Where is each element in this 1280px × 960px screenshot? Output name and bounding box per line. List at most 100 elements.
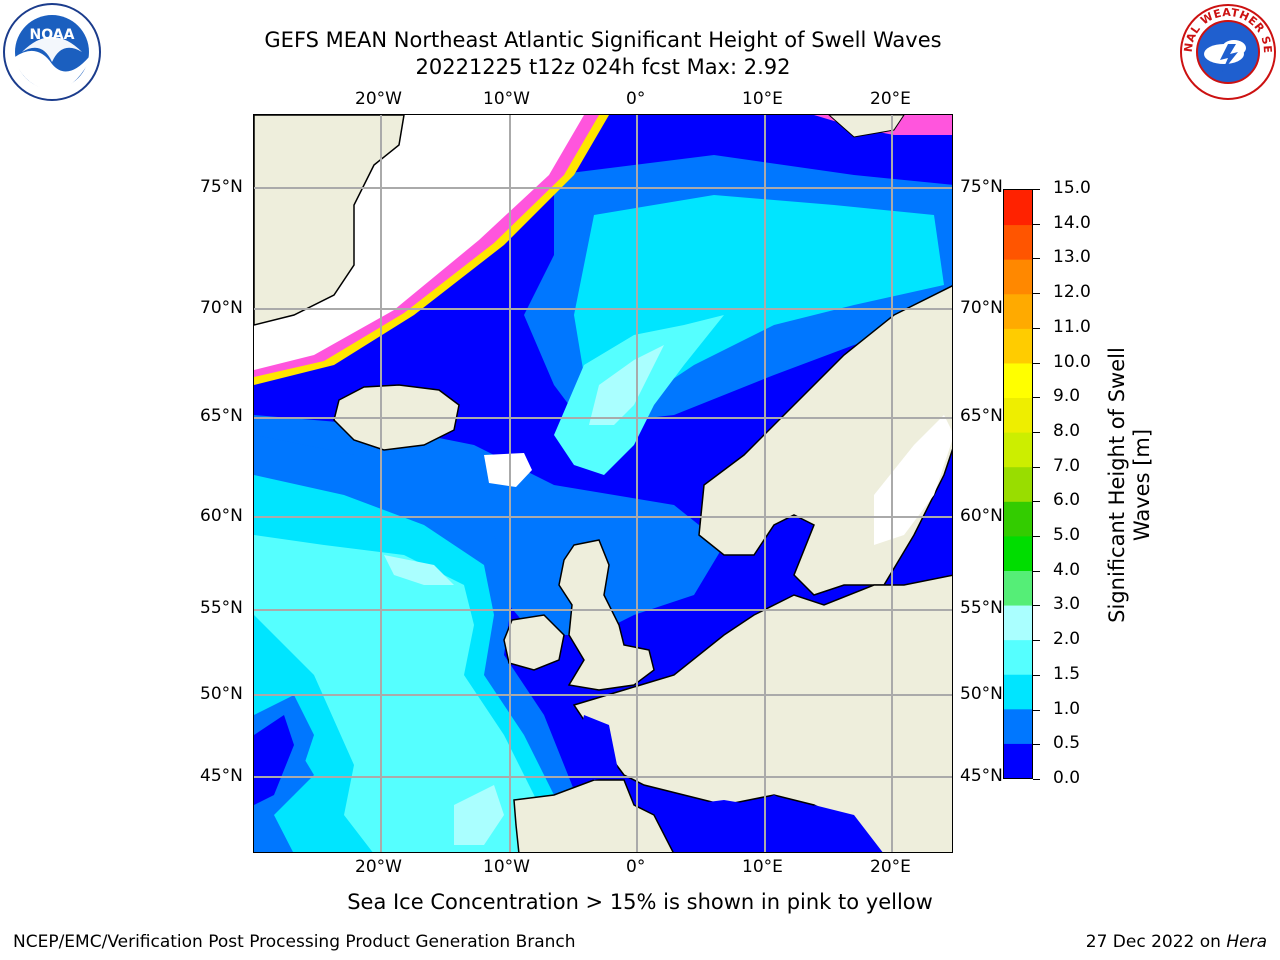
colorbar-segment bbox=[1004, 362, 1032, 399]
baltic-no-data bbox=[874, 415, 952, 545]
swell-band-2-3 bbox=[454, 785, 504, 845]
svalbard-land bbox=[828, 115, 905, 138]
colorbar-tick-label: 14.0 bbox=[1053, 212, 1091, 233]
lon-tick-bottom: 20°E bbox=[870, 857, 911, 877]
lat-tick-right: 50°N bbox=[960, 684, 1003, 704]
lat-tick-right: 45°N bbox=[960, 766, 1003, 786]
colorbar-tick-mark bbox=[1033, 431, 1040, 433]
colorbar-tick-label: 0.0 bbox=[1053, 768, 1081, 788]
colorbar-tick-label: 9.0 bbox=[1053, 386, 1081, 407]
great-britain-land bbox=[558, 539, 655, 691]
colorbar-tick-label: 1.0 bbox=[1053, 698, 1081, 719]
noaa-logo-text: NOAA bbox=[30, 27, 75, 43]
colorbar-tick-label: 13.0 bbox=[1053, 247, 1091, 268]
colorbar-segment bbox=[1004, 259, 1032, 295]
colorbar-tick-mark bbox=[1033, 640, 1040, 642]
lat-tick-right: 75°N bbox=[960, 177, 1003, 197]
lat-tick-left: 65°N bbox=[200, 406, 243, 426]
colorbar-segment bbox=[1004, 570, 1032, 606]
no-data-patch bbox=[484, 453, 532, 487]
colorbar-tick-label: 7.0 bbox=[1053, 455, 1081, 476]
colorbar-tick-label: 4.0 bbox=[1053, 559, 1081, 580]
lon-tick-top: 0° bbox=[626, 89, 646, 109]
lat-tick-right: 70°N bbox=[960, 298, 1003, 318]
colorbar-label: Significant Height of Swell Waves [m] bbox=[1105, 347, 1154, 623]
colorbar-tick-mark bbox=[1033, 327, 1040, 329]
colorbar-segment bbox=[1004, 328, 1032, 364]
colorbar-tick-mark bbox=[1033, 744, 1040, 746]
colorbar-tick-mark bbox=[1033, 709, 1040, 711]
date-stamp: 27 Dec 2022 on Hera bbox=[1086, 932, 1267, 952]
bay-of-biscay bbox=[574, 715, 619, 780]
credit-text: NCEP/EMC/Verification Post Processing Pr… bbox=[13, 932, 576, 952]
colorbar-segment bbox=[1004, 605, 1032, 641]
lat-tick-left: 60°N bbox=[200, 506, 243, 526]
colorbar-segment bbox=[1004, 639, 1032, 675]
colorbar-tick-label: 12.0 bbox=[1053, 282, 1091, 303]
colorbar-segment bbox=[1004, 224, 1032, 260]
lat-tick-left: 55°N bbox=[200, 598, 243, 618]
colorbar-tick-label: 6.0 bbox=[1053, 490, 1081, 511]
swell-band-2-3 bbox=[589, 345, 664, 425]
swell-band-2-3 bbox=[384, 555, 454, 585]
map-title: GEFS MEAN Northeast Atlantic Significant… bbox=[264, 28, 942, 52]
colorbar-segment bbox=[1004, 501, 1032, 537]
greenland-land bbox=[254, 115, 405, 326]
colorbar-tick-label: 10.0 bbox=[1053, 351, 1091, 372]
colorbar-tick-label: 8.0 bbox=[1053, 420, 1081, 441]
ireland-land bbox=[503, 614, 565, 671]
colorbar-tick-label: 2.0 bbox=[1053, 629, 1081, 650]
lat-tick-right: 65°N bbox=[960, 406, 1003, 426]
lon-tick-bottom: 20°W bbox=[355, 857, 402, 877]
lon-tick-top: 10°E bbox=[742, 89, 783, 109]
lat-tick-left: 45°N bbox=[200, 766, 243, 786]
swell-band-ocean-deep bbox=[254, 715, 294, 805]
lon-tick-top: 20°E bbox=[870, 89, 911, 109]
map-subtitle: 20221225 t12z 024h fcst Max: 2.92 bbox=[415, 55, 791, 79]
lat-tick-left: 50°N bbox=[200, 684, 243, 704]
colorbar-tick-mark bbox=[1033, 605, 1040, 607]
colorbar-segment bbox=[1004, 397, 1032, 433]
colorbar-tick-label: 5.0 bbox=[1053, 525, 1081, 546]
mediterranean bbox=[674, 795, 843, 852]
colorbar-tick-mark bbox=[1033, 258, 1040, 260]
lon-tick-bottom: 10°E bbox=[742, 857, 783, 877]
colorbar-tick-label: 11.0 bbox=[1053, 316, 1091, 337]
continental-europe-land bbox=[572, 574, 952, 852]
colorbar-segment bbox=[1004, 466, 1032, 502]
map-area bbox=[253, 114, 953, 853]
colorbar-tick-mark bbox=[1033, 223, 1040, 225]
colorbar-tick-mark bbox=[1033, 189, 1040, 190]
machine-name: Hera bbox=[1226, 932, 1267, 952]
colorbar-segment bbox=[1004, 432, 1032, 468]
iberia-land bbox=[513, 779, 674, 852]
colorbar-tick-mark bbox=[1033, 293, 1040, 295]
noaa-logo: NOAA bbox=[2, 2, 102, 102]
sea-ice-note: Sea Ice Concentration > 15% is shown in … bbox=[347, 890, 933, 914]
lon-tick-top: 20°W bbox=[355, 89, 402, 109]
colorbar-segment bbox=[1004, 190, 1032, 226]
lon-tick-top: 10°W bbox=[483, 89, 530, 109]
colorbar-tick-mark bbox=[1033, 674, 1040, 676]
colorbar-segment bbox=[1004, 674, 1032, 710]
colorbar bbox=[1003, 189, 1033, 779]
lat-tick-right: 55°N bbox=[960, 598, 1003, 618]
colorbar-segment bbox=[1004, 743, 1032, 779]
colorbar-tick-mark bbox=[1033, 536, 1040, 538]
lon-tick-bottom: 0° bbox=[626, 857, 646, 877]
lat-tick-left: 70°N bbox=[200, 298, 243, 318]
graticule bbox=[254, 115, 952, 852]
adriatic bbox=[814, 805, 883, 852]
colorbar-tick-mark bbox=[1033, 570, 1040, 572]
colorbar-tick-label: 1.5 bbox=[1053, 663, 1081, 684]
lon-tick-bottom: 10°W bbox=[483, 857, 530, 877]
colorbar-tick-mark bbox=[1033, 397, 1040, 399]
lat-tick-left: 75°N bbox=[200, 177, 243, 197]
colorbar-tick-label: 3.0 bbox=[1053, 594, 1081, 615]
colorbar-segment bbox=[1004, 708, 1032, 744]
swell-band-1-5-2 bbox=[254, 535, 544, 852]
date-text: 27 Dec 2022 on bbox=[1085, 932, 1221, 952]
colorbar-segment bbox=[1004, 535, 1032, 571]
colorbar-tick-mark bbox=[1033, 466, 1040, 468]
colorbar-tick-label: 15.0 bbox=[1053, 178, 1091, 198]
